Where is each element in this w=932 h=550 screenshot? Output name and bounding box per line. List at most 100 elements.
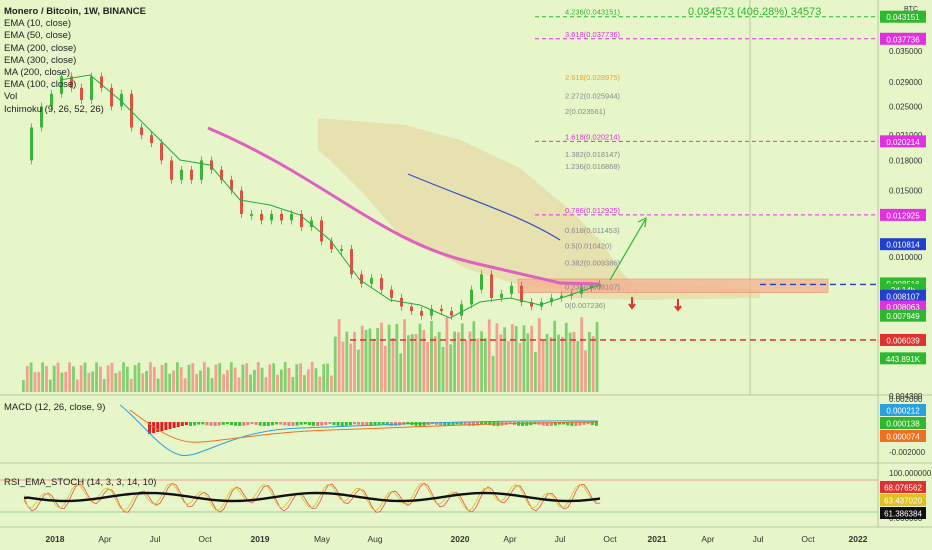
candle-series (30, 72, 601, 320)
volume-bar (229, 362, 233, 392)
macd-histogram-bar (463, 422, 467, 426)
macd-histogram-bar (406, 422, 410, 425)
candle-body (590, 285, 593, 288)
volume-bar (561, 336, 564, 392)
legend-ema50[interactable]: EMA (50, close) (4, 30, 72, 42)
price-label-bg (880, 32, 926, 45)
volume-bar (210, 377, 214, 392)
candle-body (390, 289, 393, 298)
macd-histogram-bar (578, 422, 582, 426)
volume-bar (33, 372, 37, 392)
x-tick-label: Apr (98, 534, 111, 544)
volume-bar (172, 370, 175, 392)
macd-tick-label: -0.002000 (889, 448, 926, 457)
x-tick-label: 2018 (46, 534, 65, 544)
volume-bar (383, 345, 387, 392)
legend-ema10[interactable]: EMA (10, close) (4, 18, 72, 30)
volume-bar (199, 370, 202, 392)
legend-ichimoku[interactable]: Ichimoku (9, 26, 52, 26) (4, 103, 104, 115)
volume-bar (387, 324, 391, 392)
volume-bar (156, 378, 160, 392)
macd-histogram-bar (316, 422, 320, 426)
legend-ema300[interactable]: EMA (300, close) (4, 54, 77, 66)
candle-body (370, 278, 373, 284)
volume-bar (83, 362, 87, 392)
volume-bar (56, 362, 60, 392)
volume-bar (468, 331, 472, 392)
volume-bar (206, 367, 210, 392)
down-arrow (628, 297, 636, 310)
candle-body (120, 93, 123, 107)
y-tick-label: 0.025000 (889, 102, 923, 111)
macd-histogram-bar (389, 422, 393, 426)
volume-bar (110, 362, 114, 392)
price-label-bg (880, 208, 926, 221)
volume-bar (403, 319, 406, 392)
macd-histogram-bar (307, 422, 311, 426)
measurement-label: 0.034573 (406.28%) 34573 (688, 6, 821, 18)
volume-bar (364, 329, 368, 392)
legend-vol[interactable]: Vol (4, 91, 18, 103)
candle-body (380, 278, 383, 290)
legend-ema200[interactable]: EMA (200, close) (4, 42, 77, 54)
candle-body (140, 127, 143, 136)
volume-bar (484, 338, 487, 392)
volume-bar (191, 362, 195, 392)
macd-histogram-bar (254, 422, 258, 425)
volume-bar (460, 323, 464, 392)
volume-bar (441, 346, 445, 392)
volume-bar (464, 340, 468, 392)
volume-bar (272, 363, 276, 392)
volume-bar (287, 367, 291, 392)
volume-bar (407, 335, 410, 392)
macd-histogram-bar (467, 422, 471, 426)
candle-body (70, 76, 73, 88)
y-tick-label: 0.035000 (889, 47, 923, 56)
ema-100-line (407, 173, 561, 241)
volume-bar (537, 318, 541, 392)
macd-histogram-bar (148, 422, 151, 434)
macd-histogram-bar (344, 422, 348, 426)
volume-bar (237, 377, 241, 392)
macd-histogram-bar (545, 422, 549, 426)
down-arrow (674, 299, 682, 312)
price-label: 0.043151 (886, 13, 920, 22)
legend-ma200[interactable]: MA (200, close) (4, 67, 70, 79)
x-tick-label: Oct (603, 534, 617, 544)
x-tick-label: Apr (503, 534, 516, 544)
candle-body (320, 220, 323, 242)
candle-body (480, 274, 483, 290)
macd-pane-label[interactable]: MACD (12, 26, close, 9) (4, 402, 106, 413)
rsi-value-bg (880, 507, 926, 519)
candle-body (520, 285, 523, 303)
volume-bar (491, 355, 495, 392)
fib-level-label: 3.618(0.037736) (565, 30, 621, 39)
volume-bar (333, 336, 337, 392)
macd-histogram-bar (521, 422, 525, 426)
macd-value-label: 0.000212 (886, 407, 920, 416)
volume-bar (368, 328, 372, 392)
macd-histogram-bar (320, 422, 324, 426)
macd-histogram-bar (262, 422, 266, 426)
volume-bar (226, 370, 229, 392)
macd-histogram-bar (582, 422, 586, 425)
projection-arrowhead (637, 216, 647, 228)
macd-histogram-bar (566, 422, 570, 426)
price-label: 0.012925 (886, 211, 920, 220)
macd-histogram-bar (205, 422, 209, 426)
price-label: 0.020214 (886, 138, 920, 147)
rsi-pane-label[interactable]: RSI_EMA_STOCH (14, 3, 3, 14, 10) (4, 477, 157, 488)
macd-histogram-bar (480, 422, 484, 425)
symbol-title: Monero / Bitcoin, 1W, BINANCE (4, 6, 146, 17)
fib-level-label: 0.5(0.010420) (565, 241, 612, 250)
macd-histogram-bar (197, 422, 201, 425)
volume-bar (330, 375, 333, 392)
legend-ema100[interactable]: EMA (100, close) (4, 79, 77, 91)
volume-bar (222, 374, 225, 392)
volume-bar (102, 379, 106, 392)
volume-bar (580, 317, 584, 392)
volume-bar (187, 364, 191, 392)
projection-arrow (609, 219, 646, 281)
volume-bar (233, 367, 237, 392)
